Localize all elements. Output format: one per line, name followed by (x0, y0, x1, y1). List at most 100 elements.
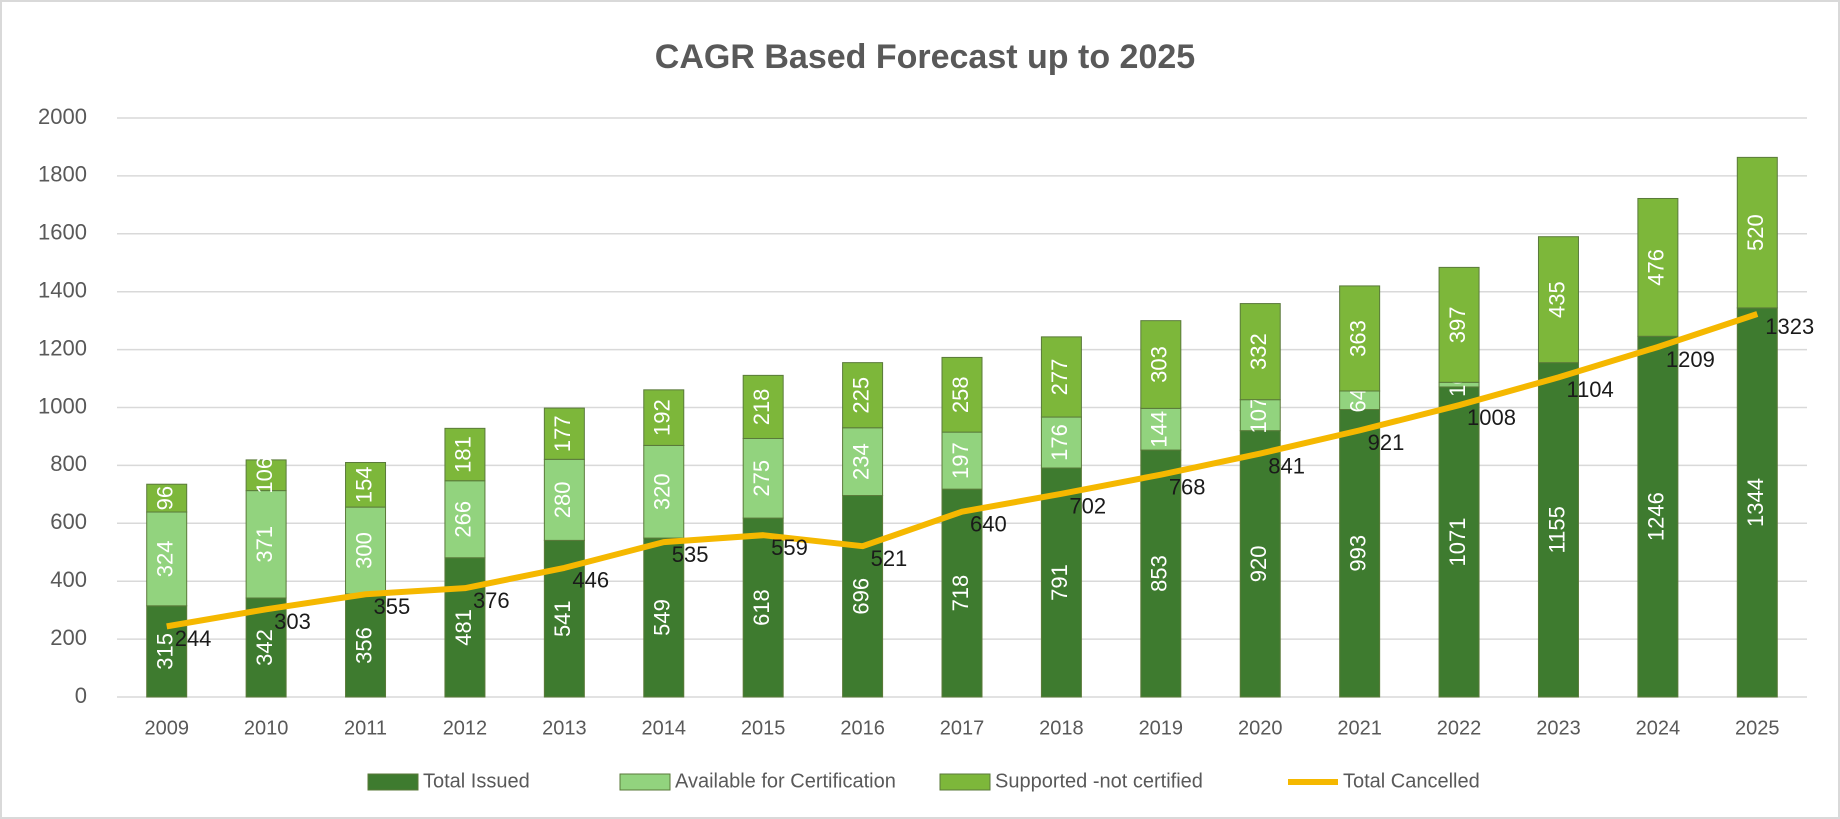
data-label: 176 (1047, 424, 1072, 461)
y-tick-label: 800 (50, 451, 87, 476)
data-label: 1071 (1445, 517, 1470, 566)
bar-segment (742, 437, 784, 519)
data-label: 481 (451, 609, 476, 646)
data-label: 332 (1246, 333, 1271, 370)
data-label: 181 (451, 436, 476, 473)
bar-segment (1637, 197, 1679, 337)
chart-title: CAGR Based Forecast up to 2025 (655, 38, 1195, 76)
legend-label: Total Issued (423, 770, 530, 792)
line-series (166, 311, 1759, 630)
x-tick-label: 2017 (940, 717, 985, 739)
x-tick-label: 2023 (1536, 717, 1581, 739)
data-label: 1104 (1566, 377, 1613, 402)
bar-segment (146, 511, 188, 607)
data-label: 521 (871, 546, 908, 571)
data-label: 280 (550, 481, 575, 518)
bar-segment (1040, 467, 1082, 698)
data-label: 446 (572, 568, 609, 593)
data-label: 1008 (1467, 405, 1516, 430)
bar-segment (1239, 303, 1281, 401)
data-label: 702 (1069, 494, 1106, 519)
data-label: 234 (848, 443, 873, 480)
x-tick-label: 2024 (1636, 717, 1681, 739)
bar-segment (643, 389, 685, 446)
legend-swatch (939, 773, 991, 791)
bar-segment (1438, 386, 1480, 698)
x-tick-label: 2011 (344, 717, 387, 739)
data-label: 258 (948, 376, 973, 413)
legend-label: Available for Certification (675, 770, 896, 792)
bar-segment (842, 495, 884, 698)
data-label: 1209 (1666, 347, 1715, 372)
legend-label: Total Cancelled (1343, 770, 1480, 792)
bar-segment (742, 374, 784, 439)
y-tick-label: 1200 (38, 335, 87, 360)
bar-segment (543, 407, 585, 460)
data-label: 921 (1368, 430, 1405, 455)
data-label: 618 (749, 589, 774, 626)
x-tick-label: 2010 (244, 717, 289, 739)
bar-segment (941, 431, 983, 490)
data-label: 303 (1147, 346, 1172, 383)
data-label: 549 (650, 599, 675, 636)
data-label: 1155 (1544, 506, 1569, 553)
bar-segment (643, 537, 685, 698)
data-label: 371 (252, 526, 277, 563)
data-label: 376 (473, 588, 510, 613)
data-label: 1344 (1743, 478, 1768, 527)
y-tick-label: 1800 (38, 162, 87, 187)
bar-segment (1239, 430, 1281, 698)
data-label: 300 (351, 532, 376, 569)
data-label: 144 (1147, 411, 1172, 448)
bar-segment (1140, 407, 1182, 451)
bar-segment (1140, 320, 1182, 409)
data-label: 541 (550, 600, 575, 637)
data-label: 342 (252, 629, 277, 666)
bar-segment (842, 427, 884, 497)
y-tick-label: 0 (75, 683, 87, 708)
data-label: 96 (153, 486, 178, 510)
x-tick-label: 2022 (1437, 717, 1482, 739)
bar-segment (146, 483, 188, 513)
bar-segment (1736, 307, 1778, 698)
y-tick-label: 200 (50, 625, 87, 650)
bar-segment (643, 444, 685, 539)
data-label: 266 (451, 501, 476, 538)
data-label: 718 (948, 575, 973, 612)
data-label: 355 (374, 594, 411, 619)
data-label: 106 (252, 457, 277, 494)
y-tick-label: 1600 (38, 220, 87, 245)
x-tick-label: 2025 (1735, 717, 1780, 739)
data-label: 303 (274, 609, 311, 634)
y-tick-label: 1400 (38, 278, 87, 303)
x-tick-label: 2016 (840, 717, 885, 739)
data-label: 791 (1047, 564, 1072, 601)
bar-segment (1339, 409, 1381, 698)
data-label: 920 (1246, 545, 1271, 582)
data-label: 640 (970, 512, 1007, 537)
data-label: 218 (749, 389, 774, 426)
y-tick-label: 400 (50, 567, 87, 592)
data-label: 225 (848, 377, 873, 414)
bar-segment (444, 427, 486, 482)
data-label: 435 (1544, 281, 1569, 318)
bar-segment (146, 605, 188, 698)
bar-segment (941, 356, 983, 433)
bar-segment (1339, 285, 1381, 392)
bar-segment (345, 462, 387, 508)
bar-segment (742, 517, 784, 698)
bar-segment (842, 362, 884, 429)
data-label: 841 (1268, 453, 1305, 478)
data-label: 107 (1246, 397, 1271, 434)
bar-segment (345, 593, 387, 698)
x-tick-label: 2014 (642, 717, 687, 739)
bar-segment (941, 488, 983, 698)
bar-segment (1040, 416, 1082, 469)
x-tick-label: 2012 (443, 717, 488, 739)
legend-swatch (367, 773, 419, 791)
bar-segment (444, 557, 486, 698)
bar-segment (1736, 156, 1778, 309)
bar-segment (1040, 336, 1082, 418)
y-tick-label: 2000 (38, 104, 87, 129)
data-label: 320 (650, 473, 675, 510)
